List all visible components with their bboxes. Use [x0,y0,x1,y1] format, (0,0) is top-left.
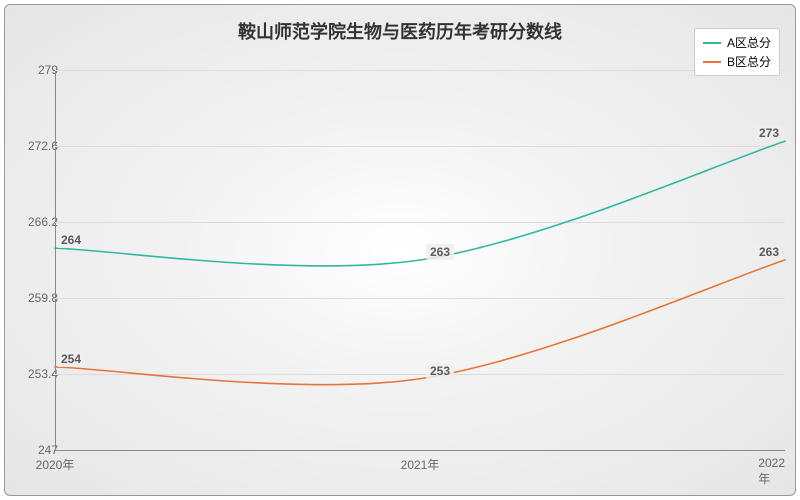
x-axis-line [55,450,785,451]
y-tick-label: 253.4 [28,367,58,381]
data-label-b-0: 254 [57,351,85,367]
chart-container: 鞍山师范学院生物与医药历年考研分数线 247 253.4 259.8 266.2… [0,0,800,500]
legend-swatch-b [703,61,721,63]
legend-swatch-a [703,42,721,44]
data-label-b-2: 263 [755,244,783,260]
y-tick-label: 272.6 [28,139,58,153]
plot-area: 264 263 273 254 253 263 [55,70,785,450]
legend-label-a: A区总分 [727,34,771,51]
legend: A区总分 B区总分 [694,28,780,76]
legend-item-a: A区总分 [703,33,771,52]
data-label-b-1: 253 [426,363,454,379]
x-tick-label: 2020年 [36,456,75,473]
x-tick-label: 2022年 [758,456,785,487]
legend-label-b: B区总分 [727,53,771,70]
data-label-a-1: 263 [426,244,454,260]
series-a-line [55,141,785,266]
data-label-a-0: 264 [57,232,85,248]
legend-item-b: B区总分 [703,52,771,71]
y-tick-label: 266.2 [28,215,58,229]
chart-title: 鞍山师范学院生物与医药历年考研分数线 [238,18,562,44]
chart-lines-svg [55,70,785,450]
x-tick-label: 2021年 [401,456,440,473]
y-tick-label: 259.8 [28,291,58,305]
series-b-line [55,260,785,385]
data-label-a-2: 273 [755,125,783,141]
